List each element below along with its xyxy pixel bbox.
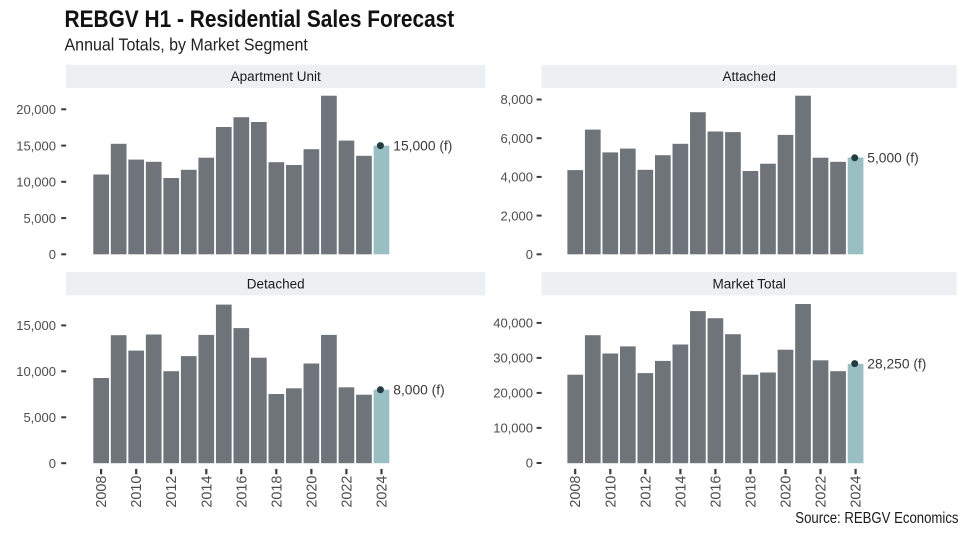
svg-text:2012: 2012 (638, 476, 654, 508)
svg-text:Attached: Attached (723, 69, 776, 84)
svg-text:10,000: 10,000 (16, 175, 56, 190)
svg-text:28,250 (f): 28,250 (f) (867, 357, 926, 372)
svg-text:0: 0 (526, 456, 533, 471)
svg-text:20,000: 20,000 (493, 386, 533, 401)
svg-text:0: 0 (49, 247, 56, 262)
svg-text:30,000: 30,000 (493, 351, 533, 366)
svg-text:2018: 2018 (744, 476, 760, 508)
svg-text:Annual Totals, by Market Segme: Annual Totals, by Market Segment (65, 35, 309, 55)
svg-text:2018: 2018 (269, 476, 285, 508)
svg-text:5,000: 5,000 (23, 410, 56, 425)
svg-text:2010: 2010 (603, 476, 619, 508)
svg-text:0: 0 (526, 247, 533, 262)
svg-text:Detached: Detached (247, 276, 305, 291)
svg-text:15,000 (f): 15,000 (f) (393, 139, 452, 154)
svg-text:5,000: 5,000 (23, 211, 56, 226)
svg-text:2014: 2014 (673, 476, 689, 508)
svg-text:2010: 2010 (129, 476, 145, 508)
svg-text:REBGV H1 - Residential Sales F: REBGV H1 - Residential Sales Forecast (65, 5, 455, 32)
svg-text:8,000 (f): 8,000 (f) (393, 383, 444, 398)
svg-text:2024: 2024 (849, 476, 865, 508)
svg-text:2022: 2022 (814, 476, 830, 508)
svg-text:6,000: 6,000 (500, 131, 533, 146)
svg-text:4,000: 4,000 (500, 170, 533, 185)
svg-text:40,000: 40,000 (493, 316, 533, 331)
svg-text:2024: 2024 (375, 476, 391, 508)
svg-text:2008: 2008 (94, 476, 110, 508)
svg-text:2008: 2008 (568, 476, 584, 508)
svg-text:2016: 2016 (234, 476, 250, 508)
svg-text:2022: 2022 (339, 476, 355, 508)
svg-text:2020: 2020 (304, 476, 320, 508)
svg-text:2014: 2014 (199, 476, 215, 508)
svg-text:0: 0 (49, 456, 56, 471)
svg-text:Source: REBGV Economics: Source: REBGV Economics (795, 510, 958, 527)
svg-text:8,000: 8,000 (500, 92, 533, 107)
svg-text:15,000: 15,000 (16, 318, 56, 333)
svg-text:15,000: 15,000 (16, 138, 56, 153)
svg-text:10,000: 10,000 (493, 421, 533, 436)
svg-text:5,000 (f): 5,000 (f) (867, 151, 918, 166)
svg-text:Apartment Unit: Apartment Unit (231, 69, 321, 84)
svg-text:2020: 2020 (779, 476, 795, 508)
svg-text:2016: 2016 (708, 476, 724, 508)
svg-text:2012: 2012 (164, 476, 180, 508)
svg-text:20,000: 20,000 (16, 102, 56, 117)
svg-text:Market Total: Market Total (713, 276, 786, 291)
svg-text:10,000: 10,000 (16, 364, 56, 379)
svg-text:2,000: 2,000 (500, 208, 533, 223)
